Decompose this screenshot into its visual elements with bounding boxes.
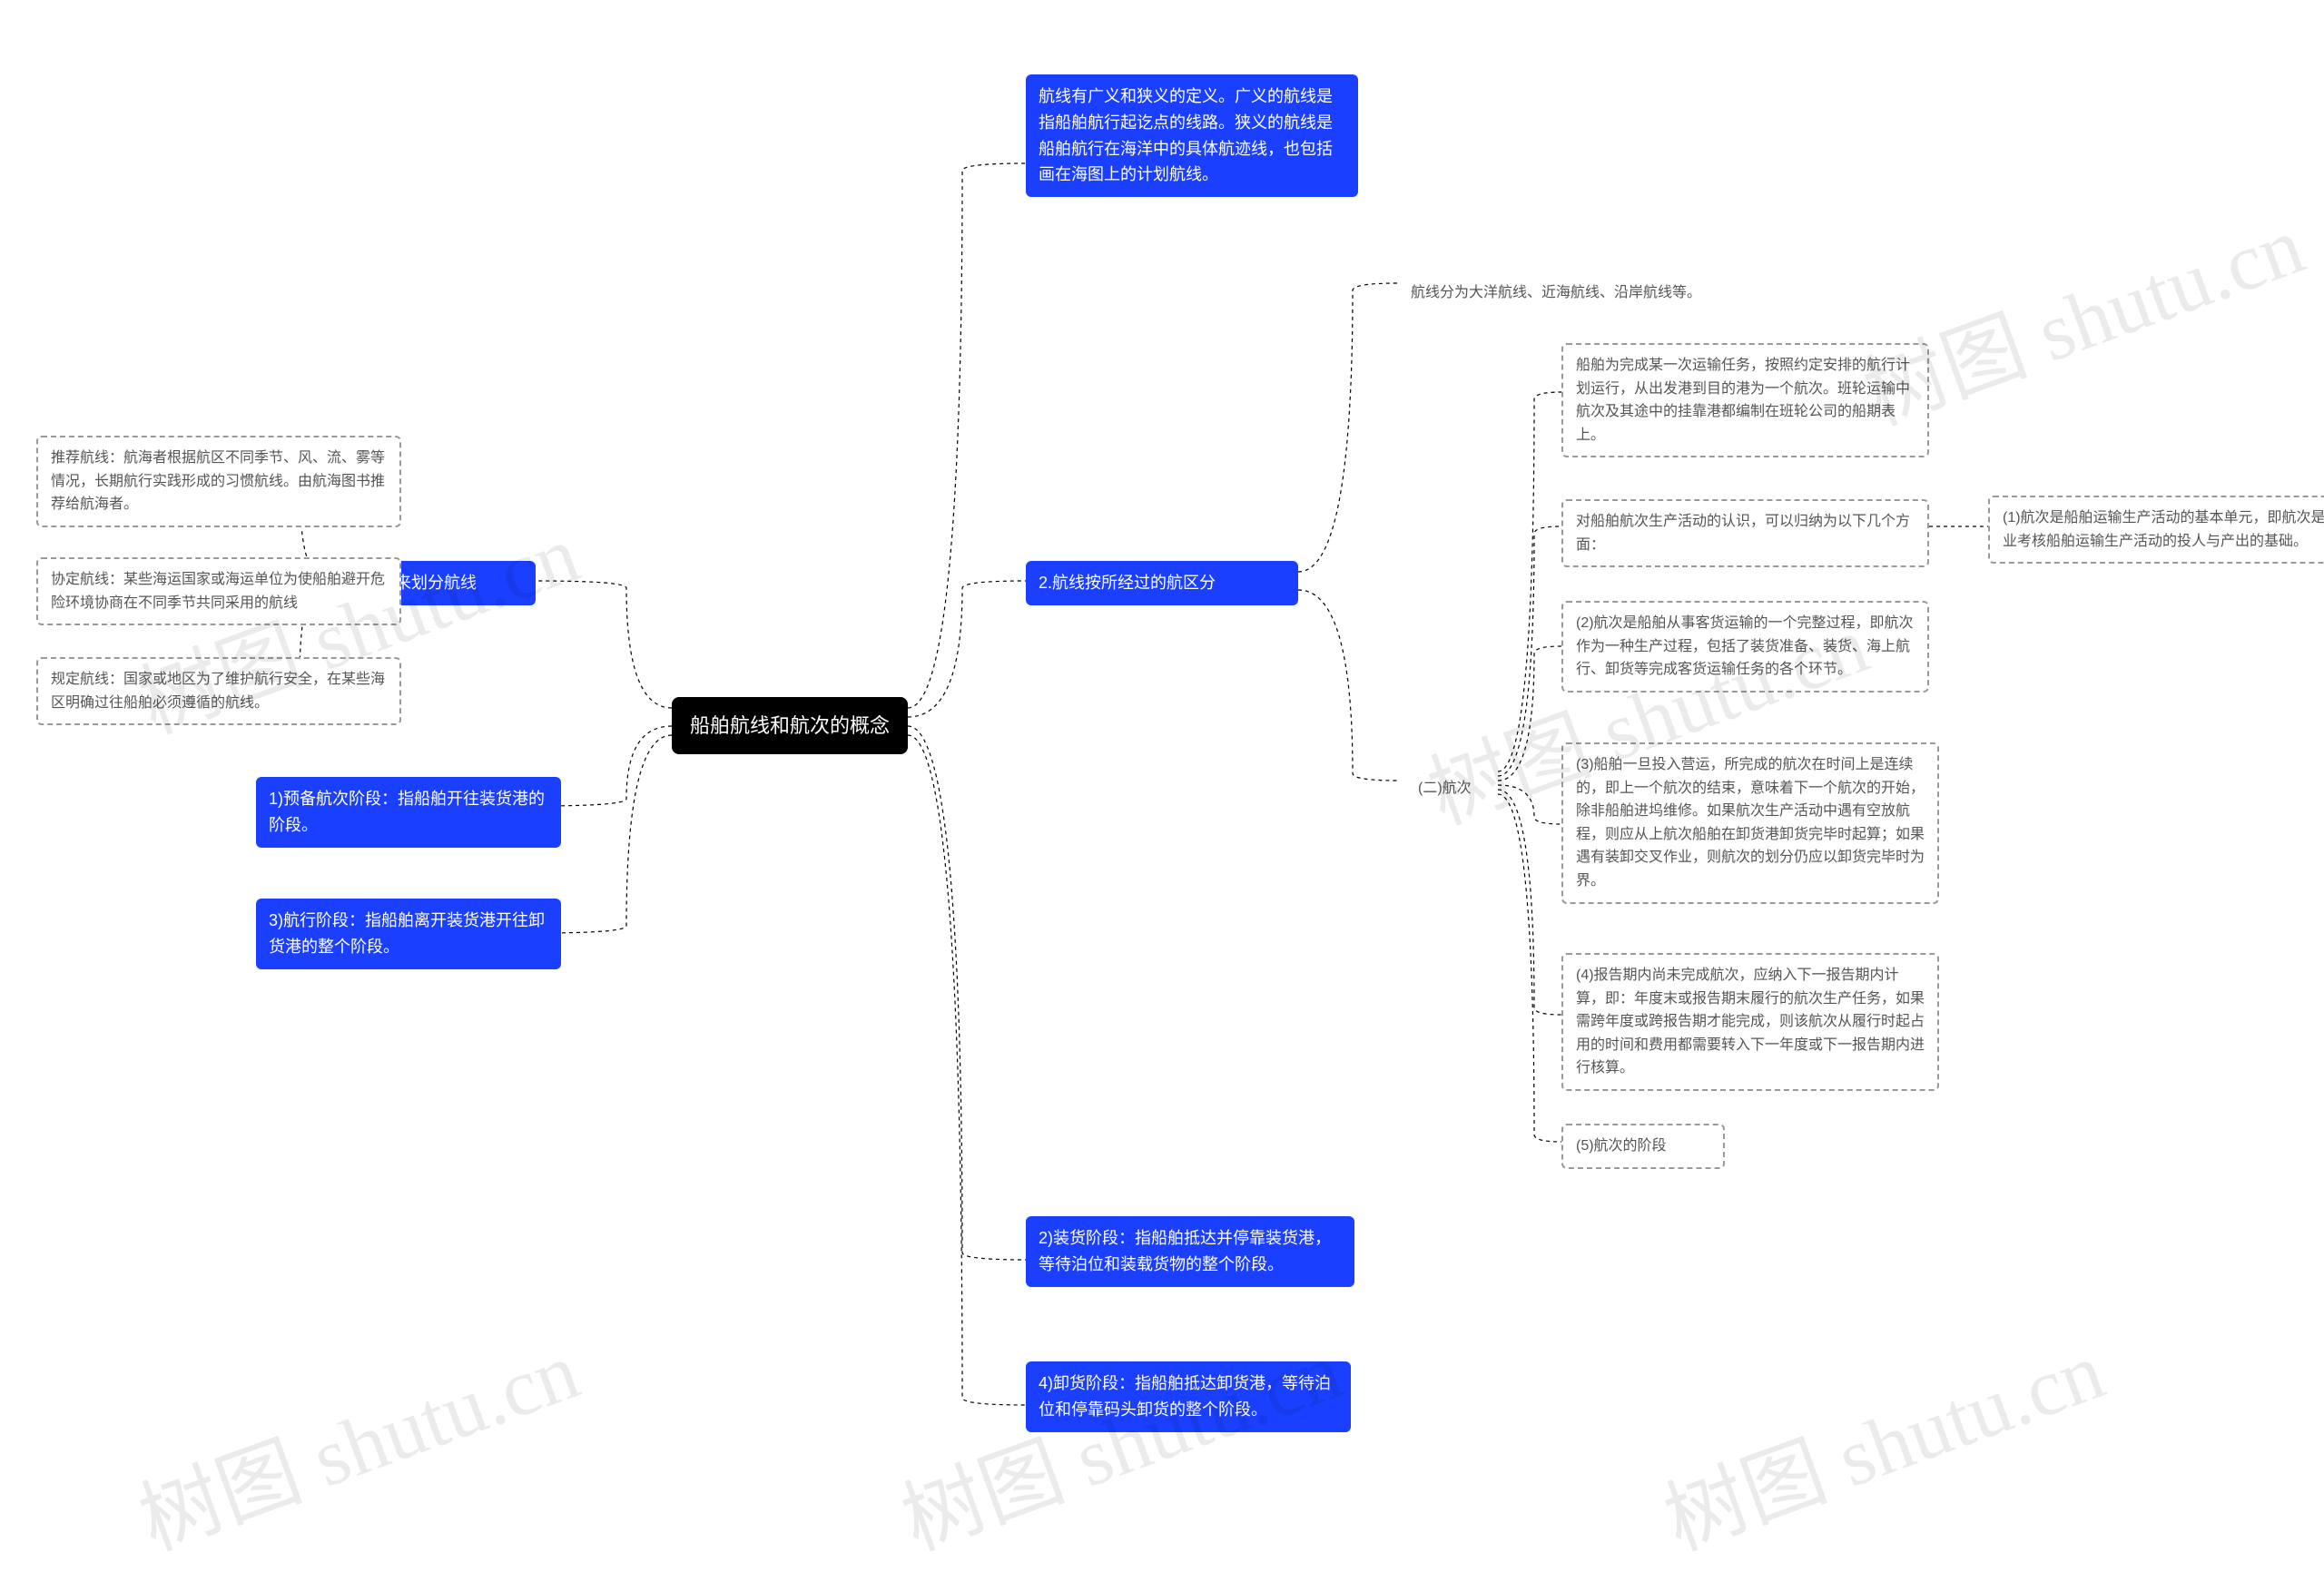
left-d1-text: 推荐航线：航海者根据航区不同季节、风、流、雾等情况，长期航行实践形成的习惯航线。… bbox=[51, 450, 385, 512]
right-detail-6[interactable]: (5)航次的阶段 bbox=[1561, 1124, 1725, 1169]
root-node[interactable]: 船舶航线和航次的概念 bbox=[672, 697, 908, 754]
right-branch-3[interactable]: 2)装货阶段：指船舶抵达并停靠装货港，等待泊位和装载货物的整个阶段。 bbox=[1026, 1216, 1354, 1287]
right-b4-label: 4)卸货阶段：指船舶抵达卸货港，等待泊位和停靠码头卸货的整个阶段。 bbox=[1039, 1374, 1331, 1419]
left-branch-3[interactable]: 3)航行阶段：指船舶离开装货港开往卸货港的整个阶段。 bbox=[256, 899, 561, 969]
right-p1-text: 航线分为大洋航线、近海航线、沿岸航线等。 bbox=[1411, 285, 1701, 300]
right-detail-2[interactable]: 对船舶航次生产活动的认识，可以归纳为以下几个方面： bbox=[1561, 499, 1929, 567]
left-detail-1[interactable]: 推荐航线：航海者根据航区不同季节、风、流、雾等情况，长期航行实践形成的习惯航线。… bbox=[36, 436, 401, 527]
right-plain-1[interactable]: 航线分为大洋航线、近海航线、沿岸航线等。 bbox=[1398, 272, 1779, 314]
left-detail-2[interactable]: 协定航线：某些海运国家或海运单位为使船舶避开危险环境协商在不同季节共同采用的航线 bbox=[36, 557, 401, 625]
right-branch-1[interactable]: 航线有广义和狭义的定义。广义的航线是指船舶航行起讫点的线路。狭义的航线是船舶航行… bbox=[1026, 74, 1358, 197]
right-plain-2[interactable]: (二)航次 bbox=[1405, 768, 1505, 810]
right-detail-1[interactable]: 船舶为完成某一次运输任务，按照约定安排的航行计划运行，从出发港到目的港为一个航次… bbox=[1561, 343, 1929, 457]
left-d2-text: 协定航线：某些海运国家或海运单位为使船舶避开危险环境协商在不同季节共同采用的航线 bbox=[51, 572, 385, 611]
right-detail-2a[interactable]: (1)航次是船舶运输生产活动的基本单元，即航次是航运企业考核船舶运输生产活动的投… bbox=[1988, 496, 2324, 564]
right-b1-label: 航线有广义和狭义的定义。广义的航线是指船舶航行起讫点的线路。狭义的航线是船舶航行… bbox=[1039, 87, 1333, 183]
watermark: 树图 shutu.cn bbox=[1646, 1305, 2117, 1572]
left-b2-label: 1)预备航次阶段：指船舶开往装货港的阶段。 bbox=[269, 790, 545, 834]
right-d6-text: (5)航次的阶段 bbox=[1576, 1138, 1667, 1154]
root-label: 船舶航线和航次的概念 bbox=[690, 714, 890, 737]
left-branch-2[interactable]: 1)预备航次阶段：指船舶开往装货港的阶段。 bbox=[256, 777, 561, 848]
right-d3-text: (2)航次是船舶从事客货运输的一个完整过程，即航次作为一种生产过程，包括了装货准… bbox=[1576, 615, 1914, 677]
right-d2-text: 对船舶航次生产活动的认识，可以归纳为以下几个方面： bbox=[1576, 514, 1910, 553]
right-d5-text: (4)报告期内尚未完成航次，应纳入下一报告期内计算，即：年度末或报告期末履行的航… bbox=[1576, 968, 1925, 1076]
right-detail-4[interactable]: (3)船舶一旦投入营运，所完成的航次在时间上是连续的，即上一个航次的结束，意味着… bbox=[1561, 742, 1939, 904]
left-b3-label: 3)航行阶段：指船舶离开装货港开往卸货港的整个阶段。 bbox=[269, 911, 545, 956]
right-detail-3[interactable]: (2)航次是船舶从事客货运输的一个完整过程，即航次作为一种生产过程，包括了装货准… bbox=[1561, 601, 1929, 693]
right-branch-4[interactable]: 4)卸货阶段：指船舶抵达卸货港，等待泊位和停靠码头卸货的整个阶段。 bbox=[1026, 1361, 1351, 1432]
right-p2-text: (二)航次 bbox=[1418, 781, 1472, 796]
right-detail-5[interactable]: (4)报告期内尚未完成航次，应纳入下一报告期内计算，即：年度末或报告期末履行的航… bbox=[1561, 953, 1939, 1091]
watermark: 树图 shutu.cn bbox=[883, 1305, 1354, 1572]
right-b2-label: 2.航线按所经过的航区分 bbox=[1039, 574, 1216, 592]
left-d3-text: 规定航线：国家或地区为了维护航行安全，在某些海区明确过往船舶必须遵循的航线。 bbox=[51, 672, 385, 711]
right-branch-2[interactable]: 2.航线按所经过的航区分 bbox=[1026, 561, 1298, 605]
right-d2a-text: (1)航次是船舶运输生产活动的基本单元，即航次是航运企业考核船舶运输生产活动的投… bbox=[2003, 510, 2324, 549]
right-b3-label: 2)装货阶段：指船舶抵达并停靠装货港，等待泊位和装载货物的整个阶段。 bbox=[1039, 1229, 1331, 1273]
right-d1-text: 船舶为完成某一次运输任务，按照约定安排的航行计划运行，从出发港到目的港为一个航次… bbox=[1576, 358, 1910, 443]
right-d4-text: (3)船舶一旦投入营运，所完成的航次在时间上是连续的，即上一个航次的结束，意味着… bbox=[1576, 757, 1925, 889]
watermark: 树图 shutu.cn bbox=[121, 1305, 592, 1572]
left-detail-3[interactable]: 规定航线：国家或地区为了维护航行安全，在某些海区明确过往船舶必须遵循的航线。 bbox=[36, 657, 401, 725]
